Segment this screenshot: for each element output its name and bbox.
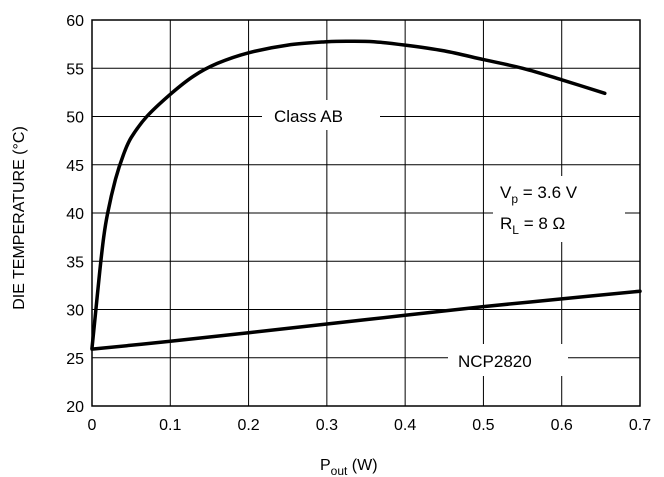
y-tick-label: 30 <box>66 303 84 320</box>
ncp2820-label: NCP2820 <box>458 352 532 371</box>
y-axis-label: DIE TEMPERATURE (°C) <box>11 126 28 310</box>
vp-condition: Vp = 3.6 V <box>500 183 578 206</box>
x-tick-label: 0.6 <box>551 417 573 434</box>
x-tick-label: 0.5 <box>472 417 494 434</box>
series-line-class-ab <box>90 39 607 350</box>
x-tick-label: 0.4 <box>394 417 416 434</box>
x-tick-label: 0.1 <box>159 417 181 434</box>
series-lines <box>90 39 642 351</box>
x-tick-label: 0.3 <box>316 417 338 434</box>
y-tick-label: 55 <box>66 61 84 78</box>
series-line-ncp2820 <box>90 289 642 351</box>
tick-labels: 0 0.1 0.2 0.3 0.4 0.5 0.6 0.7 20 25 30 35 40 45 50 55 60 <box>66 13 651 434</box>
x-tick-label: 0.2 <box>237 417 259 434</box>
rl-condition: RL = 8 Ω <box>500 214 565 237</box>
ncp2820-label-bg <box>448 344 568 376</box>
y-tick-label: 25 <box>66 351 84 368</box>
plot-frame <box>91 19 641 407</box>
x-axis-label: Pout (W) <box>320 457 378 477</box>
x-tick-label: 0 <box>88 417 97 434</box>
class-ab-label: Class AB <box>274 107 343 126</box>
y-tick-label: 50 <box>66 110 84 127</box>
x-tick-label: 0.7 <box>629 417 651 434</box>
y-tick-label: 40 <box>66 206 84 223</box>
conditions-label-bg <box>493 176 625 242</box>
y-tick-label: 45 <box>66 158 84 175</box>
y-tick-label: 60 <box>66 13 84 30</box>
y-tick-label: 35 <box>66 254 84 271</box>
class-ab-label-bg <box>262 100 380 130</box>
y-tick-label: 20 <box>66 399 84 416</box>
